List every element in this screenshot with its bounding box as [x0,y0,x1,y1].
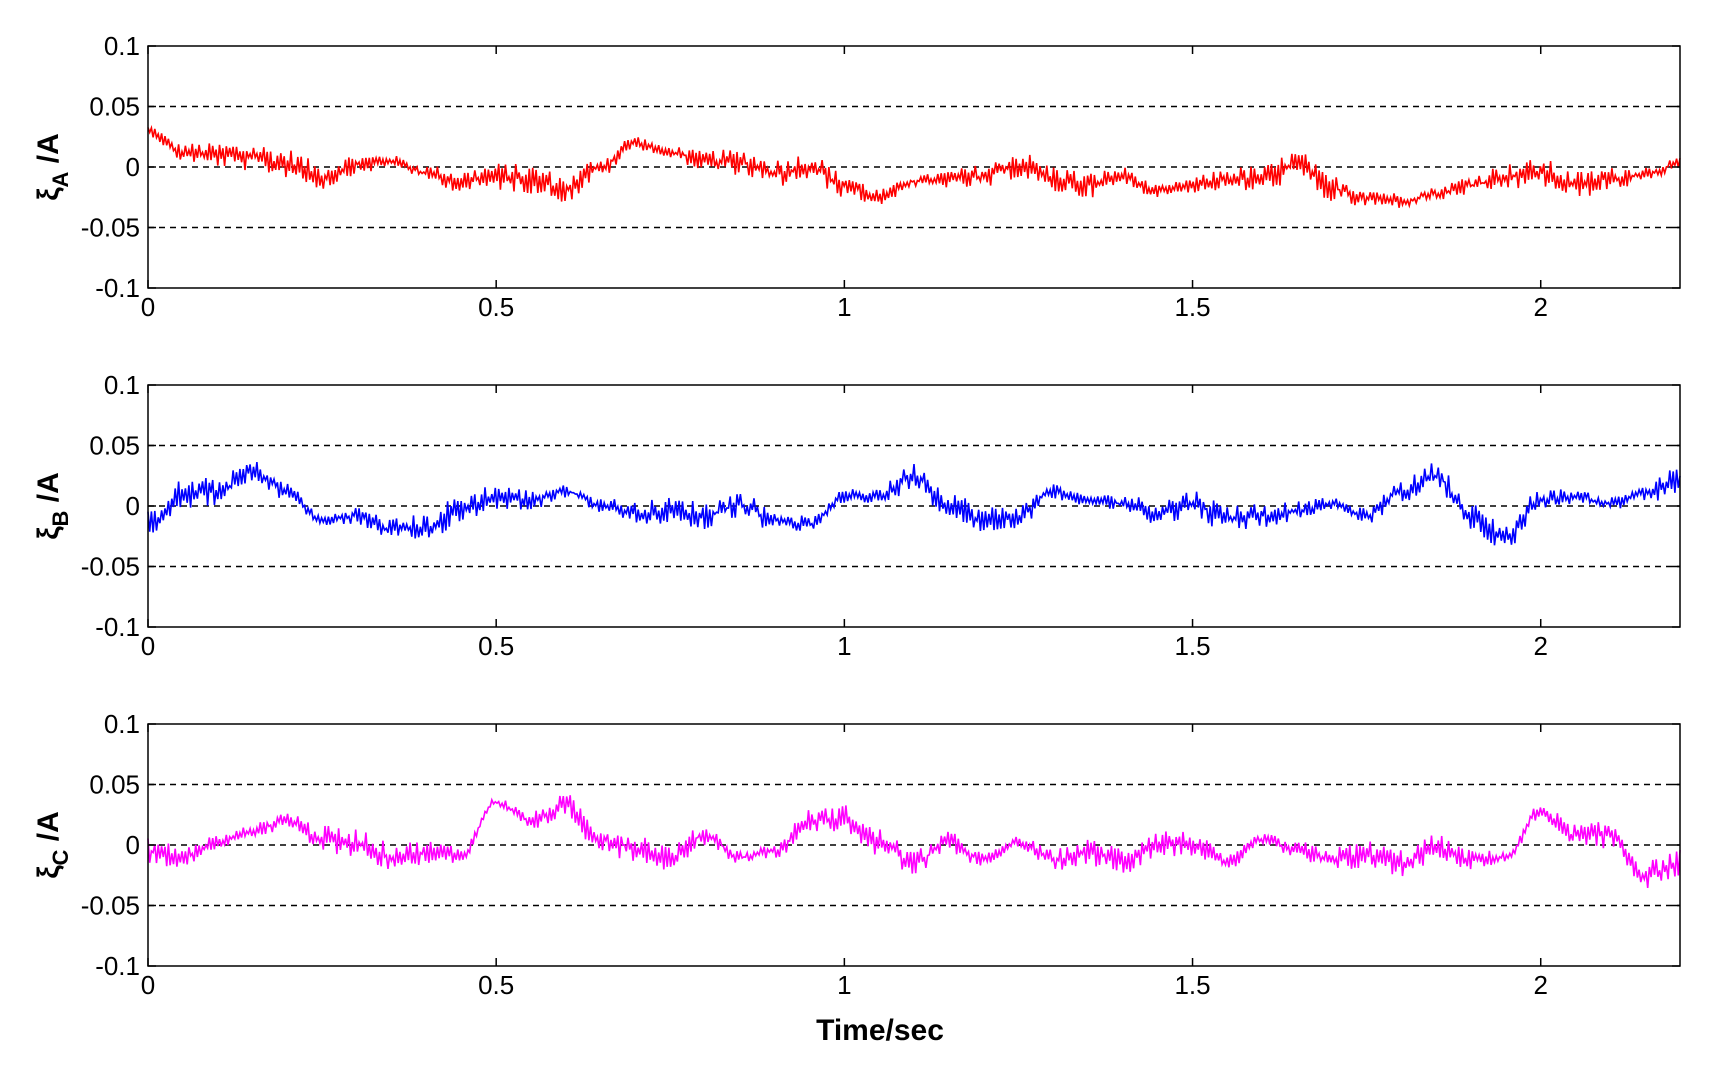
y-tick-label: 0.1 [104,31,140,61]
x-tick-label: 2 [1533,292,1547,322]
y-axis-symbol: ξ [32,526,65,540]
series-line [147,124,1681,209]
y-axis-label: ξA /A [32,133,73,201]
y-tick-label: 0.1 [104,370,140,400]
x-tick-label: 0 [141,631,155,661]
x-tick-label: 0.5 [478,631,514,661]
y-tick-label: -0.05 [81,213,140,243]
y-axis-symbol: ξ [32,865,65,879]
x-tick-label: 0 [141,292,155,322]
y-tick-label: 0 [126,152,140,182]
y-axis-unit: /A [32,133,65,171]
y-tick-label: -0.05 [81,891,140,921]
x-tick-label: 0 [141,970,155,1000]
y-axis-label: ξC /A [32,811,73,879]
x-tick-label: 1.5 [1174,970,1210,1000]
y-tick-label: -0.1 [95,612,140,642]
panel-c: 0 0.5 1 1.5 2 0.1 0.05 0 -0.05 -0.1 ξC /A [32,709,1681,1000]
y-tick-label: 0.05 [89,431,140,461]
y-tick-label: -0.1 [95,273,140,303]
y-axis-subscript: C [48,849,73,865]
y-axis-symbol: ξ [32,187,65,201]
series-line [147,795,1681,888]
x-axis-label: Time/sec [816,1014,944,1047]
x-tick-label: 1.5 [1174,631,1210,661]
x-tick-label: 1.5 [1174,292,1210,322]
y-axis-subscript: A [48,171,73,187]
panel-b: 0 0.5 1 1.5 2 0.1 0.05 0 -0.05 -0.1 ξB /A [32,370,1681,661]
series-line [147,462,1681,546]
y-tick-label: -0.1 [95,951,140,981]
y-axis-unit: /A [32,472,65,510]
y-tick-label: 0 [126,491,140,521]
x-tick-label: 1 [837,631,851,661]
x-tick-label: 1 [837,292,851,322]
y-axis-label: ξB /A [32,472,73,540]
y-tick-label: 0.05 [89,770,140,800]
panel-a: 0 0.5 1 1.5 2 0.1 0.05 0 -0.05 -0.1 ξA /A [32,31,1681,322]
y-axis-subscript: B [48,511,73,527]
y-tick-label: 0.05 [89,92,140,122]
y-axis-unit: /A [32,811,65,849]
y-tick-label: -0.05 [81,552,140,582]
x-tick-label: 0.5 [478,970,514,1000]
x-tick-label: 2 [1533,970,1547,1000]
x-tick-label: 1 [837,970,851,1000]
y-tick-label: 0 [126,830,140,860]
y-tick-label: 0.1 [104,709,140,739]
x-tick-label: 2 [1533,631,1547,661]
x-tick-label: 0.5 [478,292,514,322]
